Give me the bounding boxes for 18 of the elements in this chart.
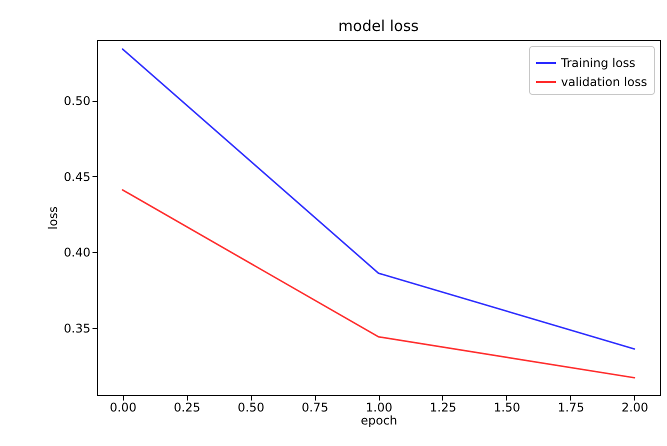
x-axis-title: epoch bbox=[360, 414, 398, 428]
x-tick-label: 1.75 bbox=[558, 400, 584, 414]
legend-label: validation loss bbox=[561, 75, 648, 89]
chart-title: model loss bbox=[338, 17, 419, 35]
x-tick-label: 0.75 bbox=[302, 400, 328, 414]
x-tick-label: 0.25 bbox=[174, 400, 200, 414]
y-tick-label: 0.40 bbox=[64, 246, 90, 260]
x-tick-label: 2.00 bbox=[622, 400, 648, 414]
x-tick-label: 0.00 bbox=[110, 400, 136, 414]
y-tick-label: 0.45 bbox=[64, 170, 90, 184]
x-tick-label: 1.25 bbox=[430, 400, 456, 414]
legend-label: Training loss bbox=[560, 56, 636, 70]
x-tick-label: 1.50 bbox=[494, 400, 520, 414]
x-tick-label: 1.00 bbox=[366, 400, 392, 414]
y-axis-title: loss bbox=[46, 206, 60, 230]
y-tick-label: 0.35 bbox=[64, 321, 90, 336]
x-tick-label: 0.50 bbox=[238, 400, 264, 414]
y-tick-label: 0.50 bbox=[64, 94, 90, 108]
